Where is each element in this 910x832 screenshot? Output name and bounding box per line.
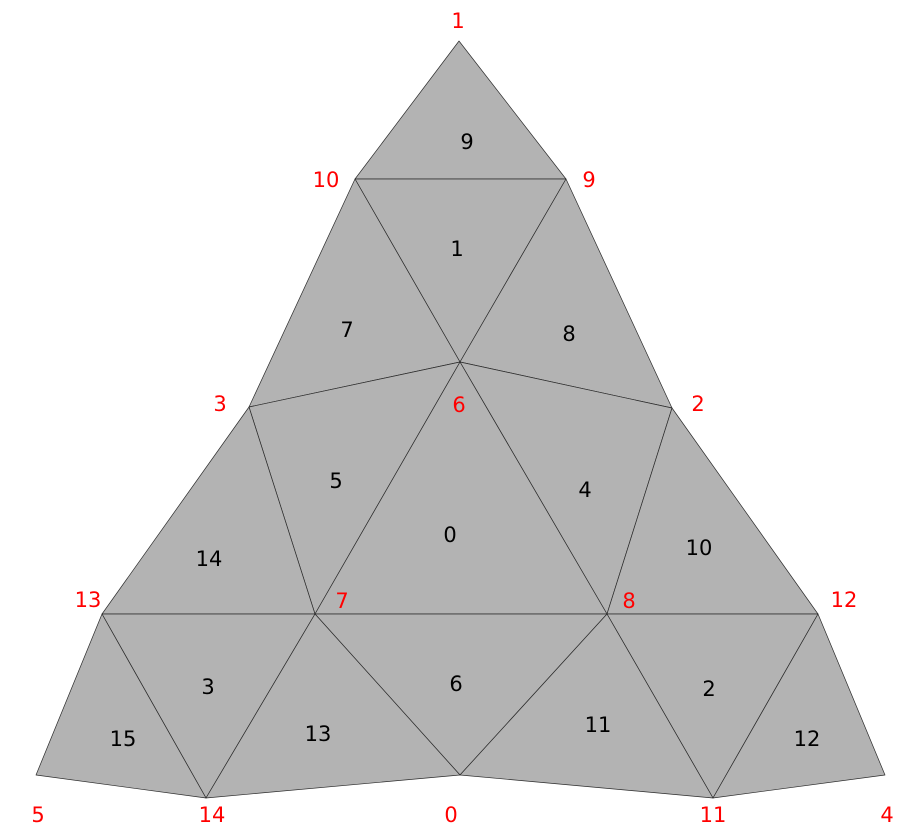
face-label: 12 (794, 727, 821, 751)
face-number-labels: 9 1 7 8 5 4 0 14 10 3 6 2 15 13 11 12 (110, 130, 821, 751)
vertex-label: 10 (313, 168, 340, 192)
face-label: 15 (110, 727, 137, 751)
vertex-label: 11 (700, 803, 727, 827)
face-label: 1 (450, 237, 463, 261)
face-label: 0 (443, 523, 456, 547)
face-label: 9 (460, 130, 473, 154)
face-label: 11 (585, 713, 612, 737)
vertex-label: 2 (691, 392, 704, 416)
face-label: 8 (562, 322, 575, 346)
face-label: 7 (340, 318, 353, 342)
vertex-label: 9 (582, 168, 595, 192)
vertex-label: 6 (452, 393, 465, 417)
face-label: 6 (449, 672, 462, 696)
mesh-faces (35, 40, 886, 799)
vertex-number-labels: 110 93 6 213 7 8 125 14 0 11 4 (31, 9, 893, 827)
face-label: 13 (305, 722, 332, 746)
vertex-label: 5 (31, 803, 44, 827)
mesh-face (205, 613, 461, 799)
vertex-label: 14 (199, 803, 226, 827)
face-label: 2 (702, 677, 715, 701)
vertex-label: 3 (213, 392, 226, 416)
mesh-face (35, 613, 207, 799)
mesh-face (459, 613, 714, 799)
mesh-face (712, 613, 886, 799)
face-label: 14 (196, 547, 223, 571)
vertex-label: 0 (444, 803, 457, 827)
vertex-label: 12 (831, 588, 858, 612)
vertex-label: 1 (451, 9, 464, 33)
face-label: 10 (686, 536, 713, 560)
face-label: 3 (201, 675, 214, 699)
vertex-label: 4 (880, 803, 893, 827)
vertex-label: 8 (622, 589, 635, 613)
face-label: 5 (329, 469, 342, 493)
mesh-face (354, 40, 567, 180)
vertex-label: 7 (335, 589, 348, 613)
vertex-label: 13 (75, 588, 102, 612)
face-label: 4 (578, 478, 591, 502)
